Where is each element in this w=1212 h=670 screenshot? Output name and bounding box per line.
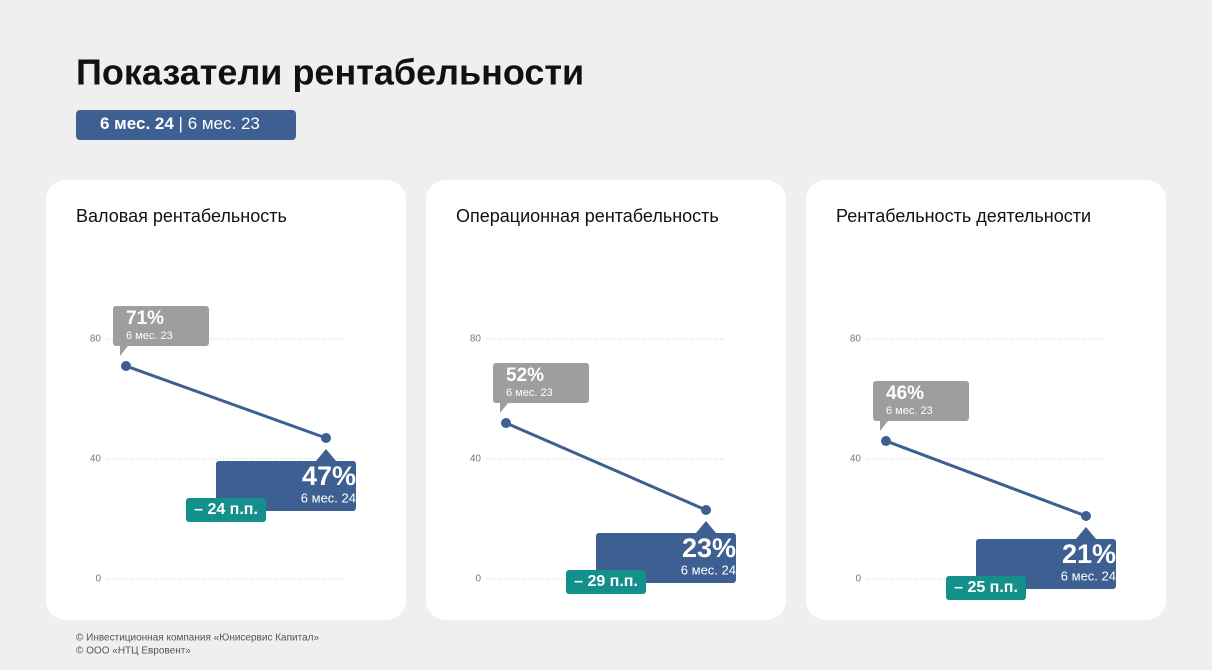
point <box>121 361 131 371</box>
change-badge <box>186 498 266 522</box>
y-tick-label: 80 <box>470 334 482 345</box>
footer-line: © ООО «НТЦ Евровент» <box>76 646 191 657</box>
callout-value: 21% <box>1062 539 1116 569</box>
callout-label: 6 мес. 24 <box>1061 568 1116 583</box>
callout-value: 47% <box>302 461 356 491</box>
line <box>885 439 1087 518</box>
chart-title: Рентабельность деятельности <box>836 206 1091 226</box>
panel <box>806 180 1166 620</box>
chart-title: Валовая рентабельность <box>76 206 287 226</box>
change-badge <box>566 570 646 594</box>
panel <box>46 180 406 620</box>
change-badge <box>946 576 1026 600</box>
period-tag <box>76 110 296 140</box>
chart-title: Операционная рентабельность <box>456 206 719 226</box>
callout-value: 23% <box>682 533 736 563</box>
callout-value: 46% <box>886 383 924 404</box>
point <box>1081 511 1091 521</box>
callout-current <box>976 527 1116 589</box>
y-tick-label: 0 <box>95 574 101 585</box>
y-tick-label: 0 <box>855 574 861 585</box>
y-tick-label: 40 <box>850 454 862 465</box>
callout-previous <box>113 306 209 356</box>
point <box>881 436 891 446</box>
point <box>501 418 511 428</box>
y-tick-label: 40 <box>470 454 482 465</box>
point <box>701 505 711 515</box>
callout-label: 6 мес. 23 <box>886 405 933 417</box>
callout-current <box>596 521 736 583</box>
change-label: – 25 п.п. <box>954 579 1018 596</box>
callout-value: 71% <box>126 308 164 329</box>
callout-label: 6 мес. 24 <box>301 490 356 505</box>
y-tick-label: 0 <box>475 574 481 585</box>
tag-current: 6 мес. 24 <box>100 114 174 133</box>
callout-value: 52% <box>506 365 544 386</box>
point <box>321 433 331 443</box>
y-tick-label: 40 <box>90 454 102 465</box>
page-title: Показатели рентабельности <box>76 52 584 93</box>
y-tick-label: 80 <box>90 334 102 345</box>
callout-label: 6 мес. 24 <box>681 562 736 577</box>
footer-line: © Инвестиционная компания «Юнисервис Кап… <box>76 633 319 644</box>
line <box>125 364 327 440</box>
panel <box>426 180 786 620</box>
change-label: – 29 п.п. <box>574 573 638 590</box>
callout-previous <box>493 363 589 413</box>
callout-label: 6 мес. 23 <box>126 330 173 342</box>
callout-label: 6 мес. 23 <box>506 387 553 399</box>
period-tag-text: 6 мес. 24 | 6 мес. 23 <box>100 114 260 133</box>
y-tick-label: 80 <box>850 334 862 345</box>
line <box>505 421 707 512</box>
change-label: – 24 п.п. <box>194 501 258 518</box>
callout-previous <box>873 381 969 431</box>
tag-separator: | <box>179 114 183 133</box>
tag-previous: 6 мес. 23 <box>188 114 260 133</box>
callout-current <box>216 449 356 511</box>
